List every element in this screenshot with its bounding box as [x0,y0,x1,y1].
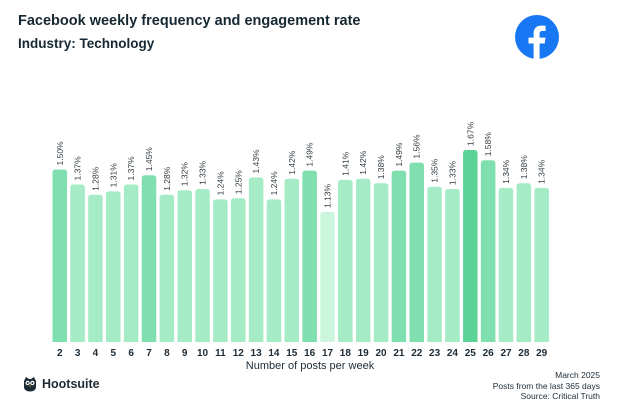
bar-17 [320,212,335,342]
x-tick-8: 8 [164,348,170,359]
data-label-22: 1.56% [412,134,422,159]
data-label-20: 1.38% [376,155,386,180]
data-label-18: 1.41% [340,151,350,176]
chart-title: Facebook weekly frequency and engagement… [18,13,361,29]
facebook-logo-icon [515,15,559,59]
data-label-21: 1.49% [394,142,404,167]
bar-13 [248,177,264,342]
bar-24 [445,189,460,342]
footer-notes: March 2025 Posts from the last 365 days … [493,370,600,402]
x-tick-26: 26 [483,348,495,359]
x-tick-22: 22 [411,348,423,359]
bar-18 [338,179,353,342]
x-tick-21: 21 [393,348,405,359]
bar-27 [498,187,514,342]
data-label-4: 1.28% [90,166,100,191]
data-label-5: 1.31% [108,163,118,188]
x-tick-24: 24 [447,348,459,359]
x-tick-10: 10 [197,348,209,359]
bar-25 [463,149,478,342]
data-label-3: 1.37% [73,156,83,181]
bar-3 [70,184,85,342]
bar-7 [141,175,157,342]
bar-11 [213,199,228,342]
bar-15 [284,178,300,342]
x-tick-9: 9 [182,348,188,359]
bar-19 [355,178,371,342]
bar-26 [480,160,496,342]
x-tick-18: 18 [340,348,352,359]
bar-10 [195,189,210,342]
x-tick-11: 11 [215,348,226,359]
data-label-2: 1.50% [55,141,65,166]
x-tick-23: 23 [429,348,441,359]
footer-date: March 2025 [555,370,600,380]
data-label-25: 1.67% [465,121,475,146]
x-tick-15: 15 [286,348,298,359]
x-tick-28: 28 [518,348,530,359]
footer-source: Source: Critical Truth [520,391,600,401]
x-tick-29: 29 [536,348,548,359]
data-label-29: 1.34% [537,159,547,184]
x-tick-20: 20 [375,348,387,359]
data-label-26: 1.58% [483,132,493,157]
x-tick-5: 5 [111,348,117,359]
bar-4 [88,194,103,342]
x-axis-label: Number of posts per week [245,360,375,372]
x-tick-13: 13 [251,348,263,359]
bar-20 [373,183,389,342]
bar-23 [427,186,442,342]
data-label-6: 1.37% [126,156,136,181]
data-label-13: 1.43% [251,149,261,174]
bar-22 [409,162,424,342]
data-label-7: 1.45% [144,147,154,172]
bar-5 [106,191,121,342]
bar-6 [123,184,139,342]
data-label-28: 1.38% [519,155,529,180]
data-label-17: 1.13% [323,184,333,209]
data-label-10: 1.33% [198,161,208,186]
footer-period: Posts from the last 365 days [492,380,600,391]
bar-29 [534,187,549,342]
data-label-12: 1.25% [233,170,243,195]
bar-16 [302,170,317,342]
bar-8 [159,194,175,342]
x-tick-4: 4 [93,348,99,359]
x-tick-6: 6 [128,348,134,359]
x-tick-3: 3 [75,348,81,359]
x-tick-7: 7 [146,348,152,359]
data-label-23: 1.35% [430,158,440,183]
bar-12 [231,198,246,342]
x-tick-27: 27 [500,348,512,359]
data-label-11: 1.24% [215,171,225,196]
data-label-16: 1.49% [305,142,315,167]
data-label-19: 1.42% [358,150,368,175]
bar-21 [391,170,407,342]
x-tick-19: 19 [358,348,370,359]
bar-9 [177,190,192,342]
x-tick-17: 17 [322,348,334,359]
chart-subtitle: Industry: Technology [18,36,155,51]
bar-14 [266,199,282,342]
data-label-9: 1.32% [180,162,190,187]
x-tick-2: 2 [57,348,63,359]
data-label-14: 1.24% [269,171,279,196]
x-tick-16: 16 [304,348,316,359]
x-tick-25: 25 [465,348,477,359]
hootsuite-wordmark: Hootsuite [42,377,100,391]
data-label-27: 1.34% [501,159,511,184]
data-label-24: 1.33% [447,161,457,186]
data-label-15: 1.42% [287,150,297,175]
data-label-8: 1.28% [162,166,172,191]
x-tick-14: 14 [268,348,280,359]
bar-28 [516,183,532,342]
hootsuite-brand: Hootsuite [22,376,100,392]
bar-2 [52,169,67,342]
x-tick-12: 12 [233,348,245,359]
hootsuite-owl-icon [24,377,36,392]
